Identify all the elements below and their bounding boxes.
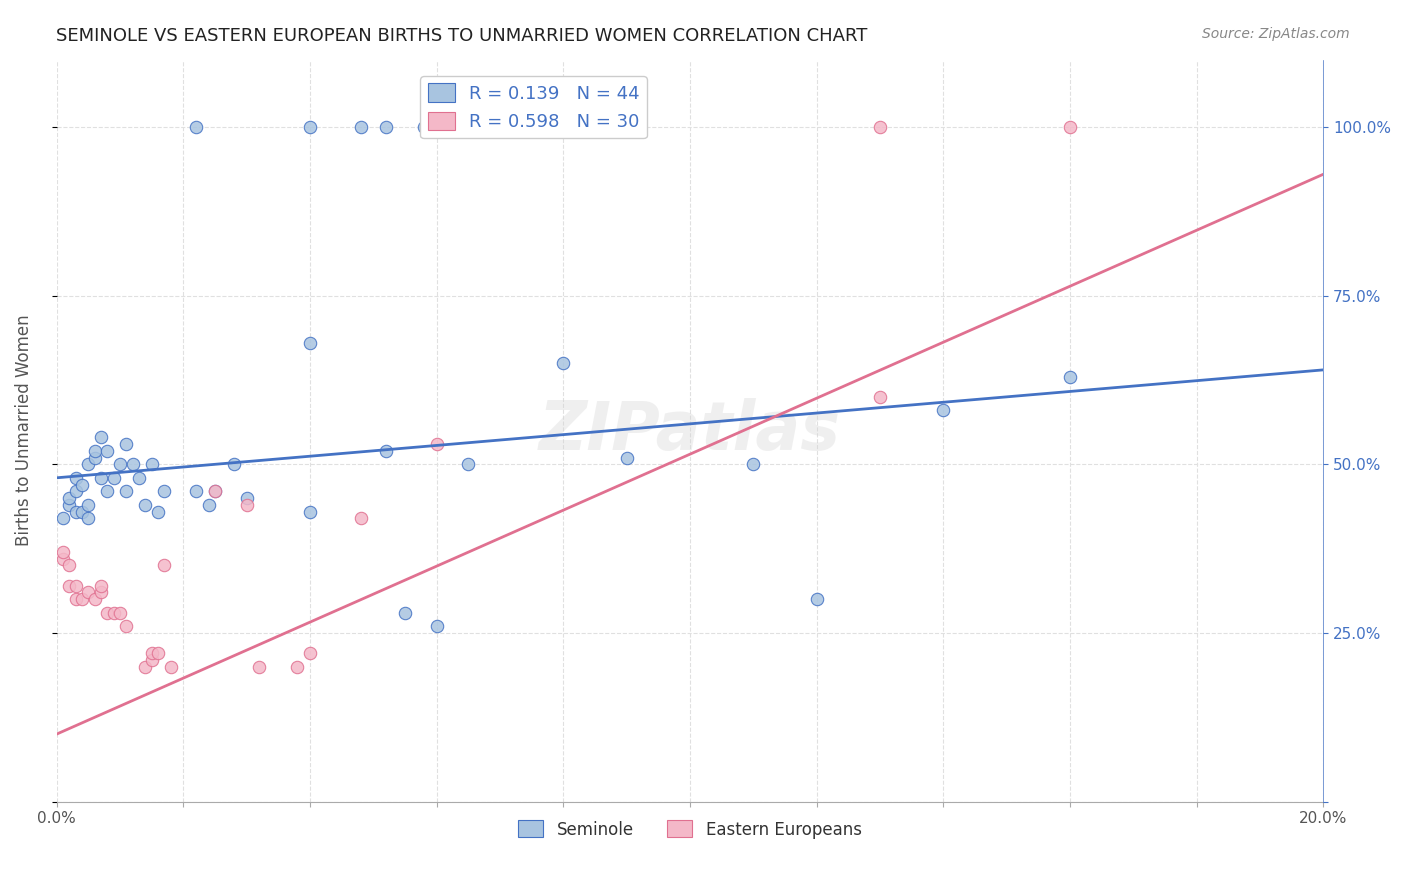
Point (247, 659, 270, 673)
Point (374, 120, 396, 134)
Point (394, 606, 416, 620)
Point (204, 484, 226, 499)
Point (204, 484, 226, 499)
Point (869, 390, 891, 404)
Point (869, 120, 891, 134)
Point (52, 545, 75, 559)
Point (426, 619, 449, 633)
Point (65, 592, 87, 607)
Point (115, 619, 138, 633)
Point (464, 120, 486, 134)
Point (96, 484, 118, 499)
Point (58, 498, 80, 512)
Point (413, 120, 436, 134)
Text: SEMINOLE VS EASTERN EUROPEAN BIRTHS TO UNMARRIED WOMEN CORRELATION CHART: SEMINOLE VS EASTERN EUROPEAN BIRTHS TO U… (56, 27, 868, 45)
Point (58, 579, 80, 593)
Point (70, 592, 93, 607)
Point (457, 458, 479, 472)
Point (1059, 369, 1081, 384)
Point (65, 471, 87, 485)
Point (115, 437, 138, 451)
Point (83, 592, 105, 607)
Point (184, 120, 207, 134)
Point (197, 498, 219, 512)
Point (77, 585, 100, 599)
Point (932, 403, 955, 417)
Point (70, 477, 93, 491)
Point (83, 450, 105, 465)
Point (141, 646, 163, 660)
Point (96, 606, 118, 620)
Point (159, 659, 181, 673)
Point (103, 471, 125, 485)
Point (374, 443, 396, 458)
Y-axis label: Births to Unmarried Women: Births to Unmarried Women (15, 315, 32, 547)
Point (77, 458, 100, 472)
Point (115, 484, 138, 499)
Point (121, 458, 143, 472)
Point (806, 592, 828, 607)
Point (146, 646, 169, 660)
Point (616, 450, 638, 465)
Point (108, 606, 131, 620)
Legend: Seminole, Eastern Europeans: Seminole, Eastern Europeans (512, 814, 868, 846)
Point (90, 471, 112, 485)
Point (298, 120, 321, 134)
Point (298, 335, 321, 350)
Point (103, 606, 125, 620)
Text: ZIPatlas: ZIPatlas (538, 398, 841, 464)
Point (96, 443, 118, 458)
Point (70, 504, 93, 518)
Point (65, 579, 87, 593)
Point (141, 458, 163, 472)
Point (235, 498, 257, 512)
Point (439, 120, 461, 134)
Point (553, 356, 575, 370)
Point (90, 430, 112, 444)
Point (235, 491, 257, 505)
Point (184, 484, 207, 499)
Point (285, 659, 308, 673)
Point (58, 491, 80, 505)
Point (298, 646, 321, 660)
Point (108, 458, 131, 472)
Point (349, 511, 371, 525)
Point (298, 504, 321, 518)
Point (1059, 120, 1081, 134)
Point (77, 511, 100, 525)
Point (58, 558, 80, 573)
Point (349, 120, 371, 134)
Point (65, 504, 87, 518)
Point (77, 498, 100, 512)
Point (90, 579, 112, 593)
Point (65, 484, 87, 499)
Point (128, 471, 150, 485)
Point (134, 659, 156, 673)
Point (52, 551, 75, 566)
Point (52, 511, 75, 525)
Point (426, 437, 449, 451)
Point (146, 504, 169, 518)
Text: Source: ZipAtlas.com: Source: ZipAtlas.com (1202, 27, 1350, 41)
Point (83, 443, 105, 458)
Point (153, 484, 176, 499)
Point (153, 558, 176, 573)
Point (134, 498, 156, 512)
Point (742, 458, 765, 472)
Point (90, 585, 112, 599)
Point (141, 653, 163, 667)
Point (222, 458, 245, 472)
